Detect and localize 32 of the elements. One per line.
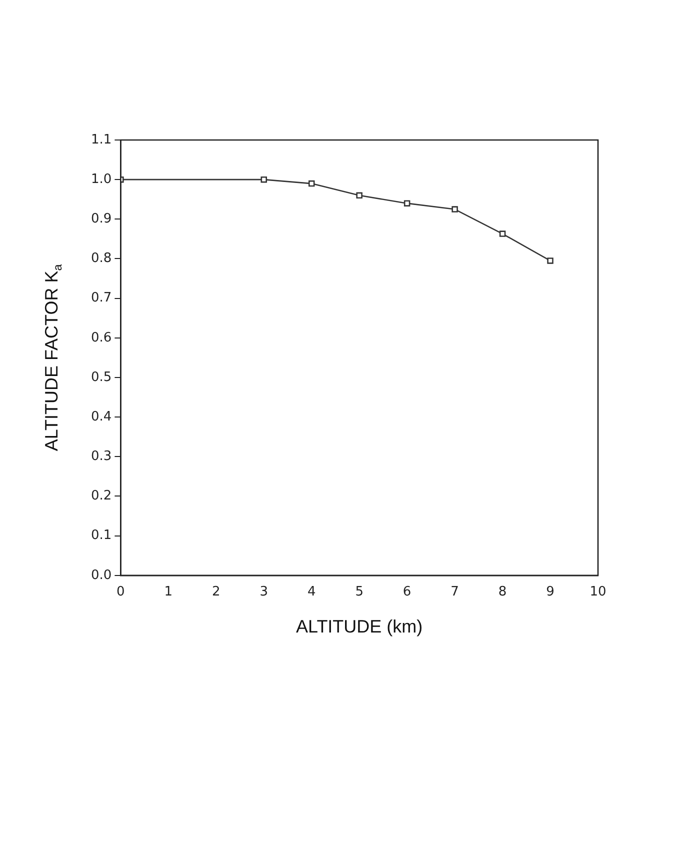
x-tick-label: 7 bbox=[450, 584, 459, 600]
x-axis-title: ALTITUDE (km) bbox=[296, 616, 423, 636]
point bbox=[260, 176, 267, 183]
x-tick-label: 3 bbox=[260, 584, 268, 600]
y-tick-label: 0.4 bbox=[90, 409, 112, 424]
point bbox=[452, 206, 458, 212]
point bbox=[404, 200, 410, 206]
point bbox=[547, 258, 554, 264]
y-tick-label: 0.3 bbox=[90, 449, 112, 464]
y-tick-label: 0.7 bbox=[90, 290, 112, 306]
x-tick-label: 0 bbox=[116, 584, 125, 600]
y-tick-label: 0.8 bbox=[90, 251, 112, 266]
x-tick-label: 6 bbox=[402, 584, 412, 600]
x-tick-label: 1 bbox=[164, 584, 173, 600]
x-tick-label: 4 bbox=[307, 584, 316, 600]
x-tick-label: 5 bbox=[355, 584, 364, 600]
y-tick-label: 0.6 bbox=[90, 330, 112, 346]
y-tick-label: 0.5 bbox=[90, 370, 112, 385]
y-tick-label: 0.9 bbox=[90, 212, 112, 227]
y-tick-label: 0.2 bbox=[90, 488, 112, 504]
y-tick-label: 0.1 bbox=[90, 528, 112, 544]
point bbox=[499, 230, 506, 237]
y-tick-label: 1.1 bbox=[90, 132, 112, 148]
y-tick-label: 0.0 bbox=[90, 568, 112, 583]
point bbox=[308, 180, 315, 187]
y-axis-title: ALTITUDE FACTOR Ka bbox=[42, 264, 64, 452]
x-tick-label: 2 bbox=[212, 584, 220, 600]
y-tick-label: 1.0 bbox=[90, 172, 112, 187]
x-tick-label: 10 bbox=[590, 584, 606, 600]
x-tick-label: 9 bbox=[546, 584, 554, 600]
point bbox=[356, 192, 362, 199]
x-tick-label: 8 bbox=[498, 584, 507, 600]
